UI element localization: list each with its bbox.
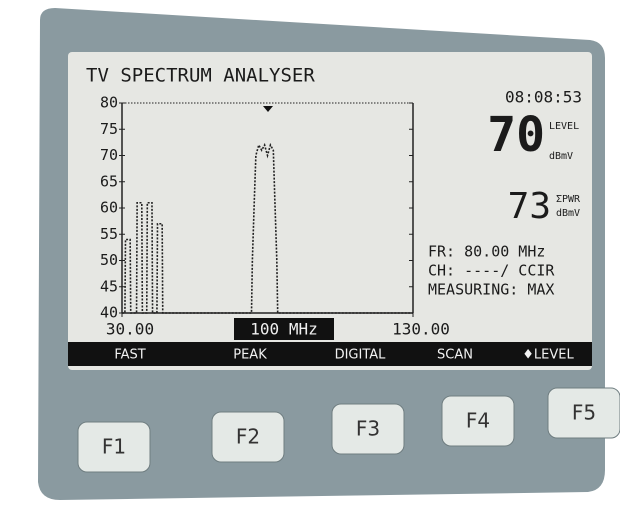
y-tick-label: 45 (100, 277, 118, 295)
y-tick-label: 65 (100, 172, 118, 190)
function-button-label: F3 (356, 417, 380, 441)
info-line: FR: 80.00 MHz (428, 243, 545, 261)
softkey-bar (68, 342, 592, 366)
level-unit: dBmV (549, 151, 573, 162)
power-label: ΣPWR (556, 194, 581, 205)
softkey-label: DIGITAL (335, 348, 387, 363)
function-button-label: F2 (236, 425, 260, 449)
x-tick-label: 130.00 (392, 320, 450, 339)
clock: 08:08:53 (505, 88, 582, 107)
info-line: MEASURING: MAX (428, 281, 554, 299)
softkey-label: PEAK (233, 348, 267, 363)
y-tick-label: 75 (100, 120, 118, 138)
softkey-label: SCAN (437, 348, 473, 363)
page: {"screen": { "title": "TV SPECTRUM ANALY… (0, 0, 620, 507)
device: TV SPECTRUM ANALYSER 08:08:53 70 LEVEL d… (0, 0, 620, 507)
power-value: 73 (508, 186, 551, 227)
info-line: CH: ----/ CCIR (428, 262, 555, 280)
level-label: LEVEL (549, 121, 579, 132)
function-button-label: F5 (572, 401, 596, 425)
y-tick-label: 55 (100, 225, 118, 243)
level-value: 70 (487, 107, 545, 163)
function-button-label: F4 (466, 409, 490, 433)
y-tick-label: 70 (100, 146, 118, 164)
softkey-label: FAST (114, 348, 145, 363)
function-button-label: F1 (102, 435, 126, 459)
power-unit: dBmV (556, 208, 580, 219)
screen-title: TV SPECTRUM ANALYSER (86, 65, 315, 87)
x-tick-label: 30.00 (106, 320, 154, 339)
span-label: 100 MHz (250, 320, 317, 339)
softkey-label: ♦LEVEL (522, 348, 574, 363)
y-tick-label: 60 (100, 199, 118, 217)
y-tick-label: 50 (100, 251, 118, 269)
y-tick-label: 80 (100, 94, 118, 112)
